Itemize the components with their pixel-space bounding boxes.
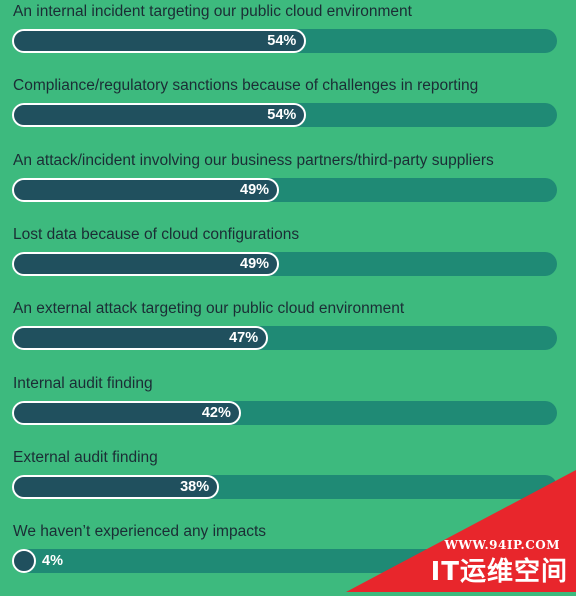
bar-fill (12, 251, 280, 276)
bar-fill (12, 474, 220, 499)
bar-track: 49% (12, 251, 557, 276)
bar-track: 54% (12, 29, 557, 53)
watermark: WWW.94IP.COM IT运维空间 (346, 470, 576, 592)
value-label: 42% (201, 404, 231, 421)
category-label: Lost data because of cloud configuration… (13, 225, 300, 243)
bar-fill (12, 400, 241, 425)
category-label: Internal audit finding (13, 374, 153, 392)
value-label: 49% (240, 181, 270, 198)
value-label: 49% (240, 255, 270, 272)
bar-row: An external attack targeting our public … (12, 299, 558, 373)
value-label: 4% (42, 553, 63, 570)
bar-fill (12, 103, 307, 128)
bar-row: Internal audit finding 42% (12, 374, 558, 448)
bar-row: External audit finding 38% (12, 448, 558, 522)
bar-fill (12, 29, 307, 53)
bar-row: Compliance/regulatory sanctions because … (12, 76, 558, 150)
bar-row: Lost data because of cloud configuration… (12, 225, 558, 299)
watermark-url: WWW.94IP.COM (444, 538, 560, 552)
bar-track: 49% (12, 177, 557, 202)
bar-track: 42% (12, 400, 557, 425)
category-label: We haven’t experienced any impacts (13, 523, 267, 541)
bar-fill (12, 549, 36, 574)
bar-fill (12, 326, 269, 351)
bar-track: 54% (12, 103, 557, 128)
bar-row: An internal incident targeting our publi… (12, 2, 558, 76)
value-label: 38% (180, 478, 210, 495)
bar-row: An attack/incident involving our busines… (12, 151, 558, 225)
category-label: External audit finding (13, 448, 158, 466)
category-label: An attack/incident involving our busines… (13, 151, 494, 169)
watermark-name: IT运维空间 (430, 557, 568, 587)
category-label: An internal incident targeting our publi… (13, 3, 412, 20)
category-label: An external attack targeting our public … (13, 300, 405, 318)
category-label: Compliance/regulatory sanctions because … (13, 77, 479, 95)
watermark-triangle (346, 470, 576, 592)
bar-track: 47% (12, 326, 557, 351)
value-label: 54% (267, 33, 297, 49)
value-label: 47% (229, 330, 259, 347)
value-label: 54% (267, 107, 297, 124)
bar-fill (12, 177, 280, 202)
bar-track: 38% (12, 474, 557, 499)
